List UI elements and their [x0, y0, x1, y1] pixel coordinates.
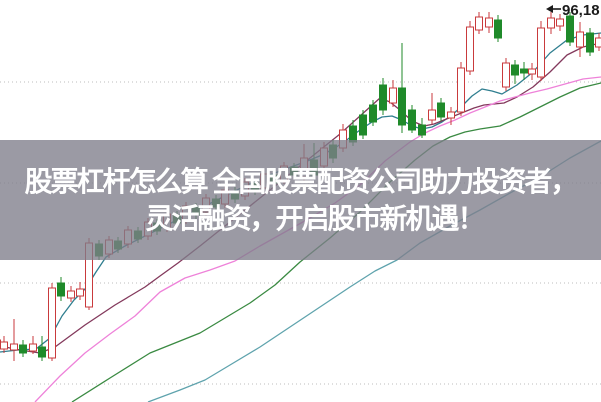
headline-line-1: 股票杠杆怎么算 全国股票配资公司助力投资者，	[24, 166, 579, 197]
candlestick-down	[418, 118, 426, 138]
candle-body	[67, 290, 75, 299]
candlestick-down	[520, 62, 528, 80]
candle-body	[586, 32, 594, 53]
candle-body	[494, 19, 502, 39]
ma-line-ma-mid-maroon	[0, 42, 601, 354]
candlestick-down	[57, 277, 65, 301]
candle-body	[389, 87, 397, 104]
candlestick-up	[595, 33, 601, 51]
candle-body	[418, 124, 426, 136]
candle-body	[485, 17, 493, 28]
candle-body	[19, 344, 27, 354]
candle-body	[475, 16, 483, 31]
candlestick-up	[528, 63, 536, 80]
candle-body	[38, 346, 46, 358]
candlestick-up	[447, 107, 455, 125]
candle-body	[576, 31, 584, 48]
candlestick-down	[437, 98, 445, 121]
candlestick-up	[76, 282, 84, 300]
candle-body	[10, 343, 18, 351]
candle-body	[520, 68, 528, 74]
candle-body	[359, 114, 367, 136]
candle-body	[29, 343, 37, 352]
candle-body	[408, 109, 416, 131]
headline-overlay-banner: 股票杠杆怎么算 全国股票配资公司助力投资者， 灵活融资，开启股市新机遇！	[0, 140, 601, 260]
candle-body	[0, 341, 8, 350]
candle-body	[437, 102, 445, 118]
candlestick-up	[556, 14, 564, 31]
candlestick-down	[369, 100, 377, 126]
candlestick-up	[547, 12, 555, 34]
candle-body	[537, 27, 545, 78]
candlestick-up	[485, 12, 493, 33]
candlestick-down	[511, 60, 519, 84]
ma-line-ma-fast-teal	[0, 32, 601, 353]
candle-body	[502, 62, 510, 88]
candle-body	[457, 67, 465, 113]
candle-body	[547, 17, 555, 29]
candle-body	[48, 287, 56, 359]
candlestick-up	[457, 62, 465, 116]
candlestick-up	[29, 336, 37, 354]
candlestick-down	[494, 15, 502, 42]
candlestick-up	[48, 283, 56, 361]
high-price-label: 96,18	[562, 2, 600, 19]
candlestick-up	[502, 58, 510, 91]
candlestick-up	[0, 336, 8, 353]
candlestick-down	[586, 28, 594, 56]
candle-body	[556, 18, 564, 27]
candle-body	[76, 288, 84, 297]
candlestick-down	[38, 336, 46, 361]
candlestick-down	[398, 43, 406, 133]
candlestick-up	[576, 22, 584, 57]
candlestick-down	[379, 78, 387, 115]
candlestick-up	[475, 12, 483, 34]
candle-body	[369, 104, 377, 123]
candle-body	[566, 15, 574, 43]
candle-body	[447, 111, 455, 119]
candlestick-down	[566, 12, 574, 46]
candlestick-down	[19, 340, 27, 357]
candle-body	[595, 37, 601, 48]
candlestick-up	[389, 80, 397, 107]
headline-line-2: 灵活融资，开启股市新机遇！	[145, 203, 485, 234]
candle-body	[379, 84, 387, 111]
candlestick-up	[67, 286, 75, 302]
candle-body	[428, 109, 436, 121]
candle-body	[466, 26, 474, 72]
candle-body	[57, 282, 65, 297]
candlestick-up	[537, 21, 545, 81]
candlestick-down	[359, 110, 367, 139]
price-high-marker: 96,18	[546, 2, 600, 19]
candlestick-up	[428, 93, 436, 124]
candle-body	[511, 64, 519, 76]
candlestick-down	[408, 105, 416, 133]
candlestick-up	[466, 21, 474, 75]
candle-body	[528, 68, 536, 75]
left-arrow-icon	[546, 5, 553, 13]
candle-body	[398, 87, 406, 126]
candlestick-up	[10, 319, 18, 361]
